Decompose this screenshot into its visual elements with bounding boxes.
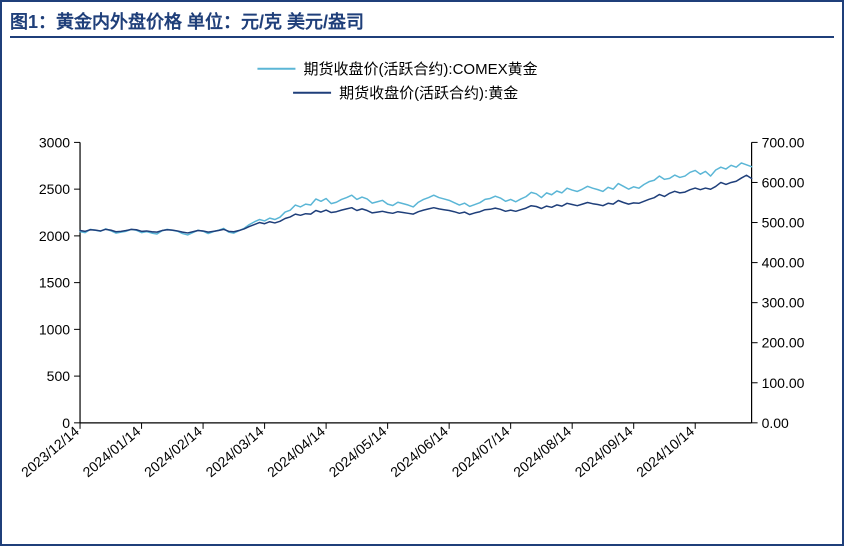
y-left-tick-label: 1500 <box>39 275 70 291</box>
figure-title: 黄金内外盘价格 单位：元/克 美元/盎司 <box>56 12 364 32</box>
y-right-tick-label: 200.00 <box>762 335 805 351</box>
y-right-tick-label: 700.00 <box>762 134 805 150</box>
legend-label: 期货收盘价(活跃合约):COMEX黄金 <box>303 60 537 78</box>
chart-area: 0500100015002000250030000.00100.00200.00… <box>10 44 834 536</box>
title-row: 图1：黄金内外盘价格 单位：元/克 美元/盎司 <box>10 8 834 38</box>
y-left-tick-label: 2000 <box>39 228 70 244</box>
y-right-tick-label: 400.00 <box>762 255 805 271</box>
y-left-tick-label: 500 <box>47 368 71 384</box>
y-left-tick-label: 2500 <box>39 181 70 197</box>
y-right-tick-label: 0.00 <box>762 415 789 431</box>
legend-label: 期货收盘价(活跃合约):黄金 <box>339 84 518 102</box>
y-right-tick-label: 100.00 <box>762 375 805 391</box>
y-right-tick-label: 600.00 <box>762 174 805 190</box>
figure-number: 图1： <box>10 12 56 32</box>
chart-svg: 0500100015002000250030000.00100.00200.00… <box>10 44 834 536</box>
figure-container: 图1：黄金内外盘价格 单位：元/克 美元/盎司 0500100015002000… <box>0 0 844 546</box>
y-right-tick-label: 300.00 <box>762 295 805 311</box>
y-left-tick-label: 3000 <box>39 134 70 150</box>
y-right-tick-label: 500.00 <box>762 215 805 231</box>
y-left-tick-label: 1000 <box>39 321 70 337</box>
